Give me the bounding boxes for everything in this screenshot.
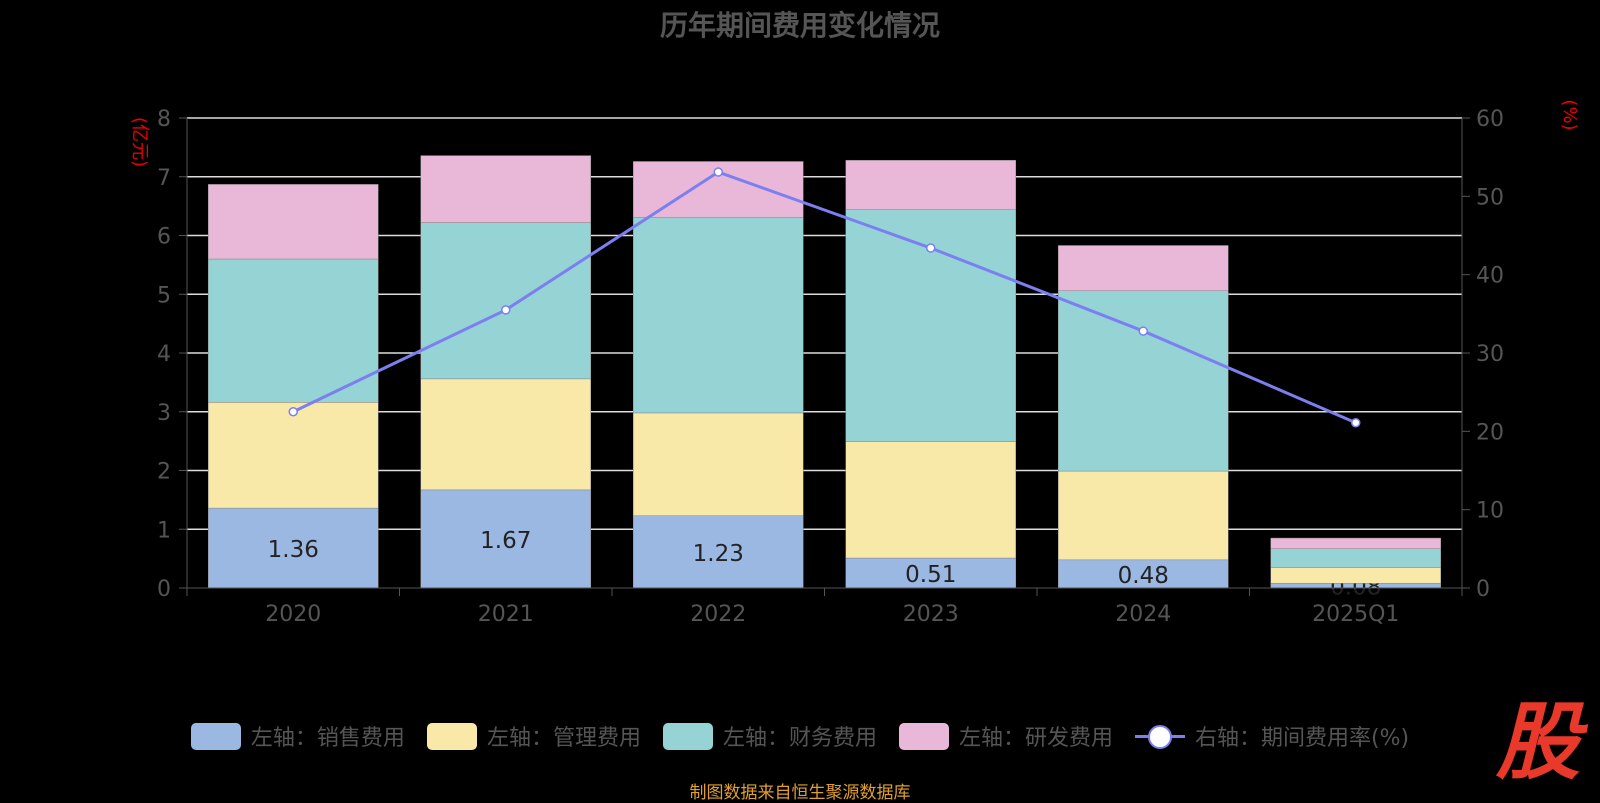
bar-segment [208,184,379,260]
legend-swatch [898,722,949,750]
x-tick-label: 2025Q1 [1312,602,1399,627]
legend-item[interactable]: 左轴：研发费用 [898,720,1113,752]
footer-source: 制图数据来自恒生聚源数据库 [689,783,911,803]
legend-label: 右轴：期间费用率(%) [1194,726,1410,751]
y-right-tick-label: 40 [1476,264,1504,289]
legend-swatch [190,722,241,750]
y-right-tick-label: 10 [1476,499,1504,524]
x-tick-label: 2023 [903,602,959,627]
line-point [288,407,298,417]
y-left-tick-label: 8 [157,107,171,132]
bar-segment [1058,559,1229,589]
x-tick-label: 2021 [478,602,534,627]
legend-label: 左轴：管理费用 [486,726,641,751]
bar-data-label: 1.36 [268,537,319,563]
bar-segment [208,507,379,589]
y-right-tick-label: 50 [1476,185,1504,210]
line-point [713,167,723,177]
y-right-tick-label: 30 [1476,342,1504,367]
bar-segment [1058,290,1229,472]
y-left-tick-label: 7 [157,166,171,191]
legend-swatch [426,722,477,750]
y-left-tick-label: 4 [157,342,171,367]
x-tick-label: 2024 [1115,602,1171,627]
bar-segment [1270,548,1441,568]
line-point [1351,417,1361,428]
y-right-tick-label: 20 [1476,420,1504,445]
y-left-tick-label: 0 [157,577,171,602]
legend-item[interactable]: 左轴：财务费用 [662,720,877,752]
legend-label: 左轴：财务费用 [722,726,877,751]
legend-item[interactable]: 左轴：销售费用 [190,720,405,752]
bar-segment [420,489,591,589]
bar-segment [633,515,804,589]
logo: 股 [1495,693,1580,791]
bar-data-label: 0.48 [1118,563,1169,589]
bar-segment [633,217,804,414]
y-right-tick-label: 60 [1476,107,1504,132]
legend: 左轴：销售费用 左轴：管理费用 左轴：财务费用 左轴：研发费用 右轴：期间费用率(%) [0,720,1600,752]
y-right-tick-label: 0 [1476,577,1490,602]
bar-data-label: 1.23 [693,541,744,567]
bar-segment [845,160,1016,210]
bar-segment [633,412,804,516]
line-point [501,305,511,315]
line-point [1138,326,1148,336]
y-left-tick-label: 3 [157,401,171,426]
legend-label: 左轴：销售费用 [250,726,405,751]
legend-label: 左轴：研发费用 [958,726,1113,751]
bar-segment [1270,537,1441,549]
bar-segment [1058,245,1229,291]
bar-segment [420,222,591,380]
chart-title: 历年期间费用变化情况 [659,9,940,42]
legend-swatch [662,722,713,750]
legend-line-marker-icon [1134,723,1185,750]
y-left-tick-label: 1 [157,518,171,543]
bar-segment [208,258,379,403]
bar-data-label: 1.67 [480,528,531,554]
x-tick-label: 2020 [265,602,321,627]
y-left-tick-label: 5 [157,283,171,308]
bar-segment [1270,567,1441,584]
line-point [926,243,936,253]
y-left-tick-label: 6 [157,225,171,250]
y-left-tick-label: 2 [157,460,171,485]
bar-segment [420,378,591,491]
bar-data-label: 0.51 [905,562,956,588]
bar-segment [845,557,1016,589]
legend-item[interactable]: 右轴：期间费用率(%) [1134,720,1410,752]
y-left-axis-label: (亿元) [129,117,150,167]
legend-item[interactable]: 左轴：管理费用 [426,720,641,752]
bar-segment [845,441,1016,559]
y-right-axis-label: (%) [1559,99,1580,130]
bar-segment [208,402,379,509]
bar-segment [420,155,591,223]
x-tick-label: 2022 [690,602,746,627]
bar-segment [1058,470,1229,561]
line-series [292,170,1357,425]
